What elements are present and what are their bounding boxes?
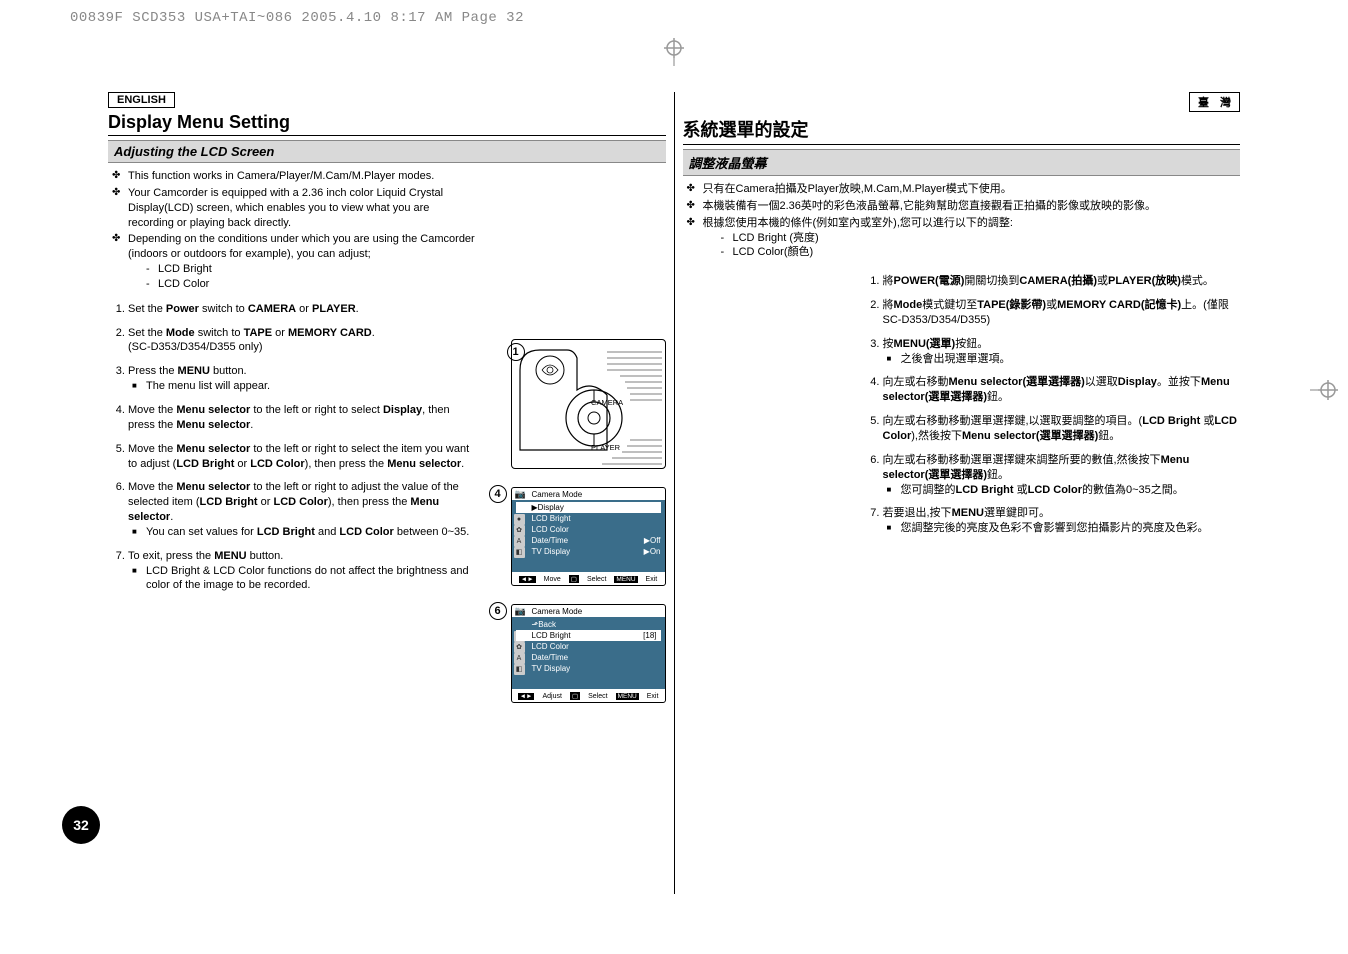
heading-english: Display Menu Setting bbox=[108, 112, 666, 136]
step-item: 若要退出,按下MENU選單鍵即可。 您調整完後的亮度及色彩不會影響到您拍攝影片的… bbox=[883, 506, 1241, 536]
square-item: The menu list will appear. bbox=[132, 379, 478, 394]
bullet-item: 只有在Camera拍攝及Player放映,M.Cam,M.Player模式下使用… bbox=[687, 182, 1241, 197]
chinese-bullets: 只有在Camera拍攝及Player放映,M.Cam,M.Player模式下使用… bbox=[683, 182, 1241, 260]
dash-item: LCD Bright (亮度) bbox=[721, 231, 1241, 246]
diagram-column: 1 bbox=[486, 339, 666, 703]
menu-diagram-6: 6 📷 Camera Mode ●✿A◧ ⬏ Back LC bbox=[511, 604, 666, 703]
menu4-footer: ◄►Move ▢Select MENUExit bbox=[512, 572, 665, 585]
square-item: 您可調整的LCD Bright 或LCD Color的數值為0~35之間。 bbox=[887, 483, 1241, 498]
subheading-english: Adjusting the LCD Screen bbox=[108, 140, 666, 163]
subheading-chinese: 調整液晶螢幕 bbox=[683, 149, 1241, 176]
step-item: 將POWER(電源)開關切換到CAMERA(拍攝)或PLAYER(放映)模式。 bbox=[883, 274, 1241, 289]
circle-number-4: 4 bbox=[489, 485, 507, 503]
menu6-footer: ◄►Adjust ▢Select MENUExit bbox=[512, 689, 665, 702]
square-item: 之後會出現選單選項。 bbox=[887, 352, 1241, 367]
lang-badge-chinese: 臺 灣 bbox=[1189, 92, 1240, 112]
bullet-item: Depending on the conditions under which … bbox=[112, 232, 478, 291]
menu6-row: ⬏ Back bbox=[516, 619, 661, 630]
circle-number-6: 6 bbox=[489, 602, 507, 620]
menu4-row: Date/Time▶Off bbox=[516, 535, 661, 546]
menu4-row: LCD Color bbox=[516, 524, 661, 535]
dash-item: LCD Bright bbox=[146, 262, 478, 277]
lang-badge-english: ENGLISH bbox=[108, 92, 175, 108]
menu6-row: TV Display bbox=[516, 663, 661, 674]
header-watermark: 00839F SCD353 USA+TAI~086 2005.4.10 8:17… bbox=[70, 10, 524, 26]
menu6-title: 📷 Camera Mode bbox=[512, 605, 665, 617]
step-item: 將Mode模式鍵切至TAPE(錄影帶)或MEMORY CARD(記憶卡)上。(僅… bbox=[883, 298, 1241, 328]
page-number-badge: 32 bbox=[62, 806, 100, 844]
dash-item: LCD Color bbox=[146, 277, 478, 292]
menu4-row: ▶Display bbox=[516, 502, 661, 513]
step-item: Move the Menu selector to the left or ri… bbox=[128, 442, 478, 472]
step-item: 向左或右移動移動選單選擇鍵,以選取要調整的項目。(LCD Bright 或LCD… bbox=[883, 414, 1241, 444]
step-item: Press the MENU button. The menu list wil… bbox=[128, 364, 478, 394]
english-main-row: This function works in Camera/Player/M.C… bbox=[108, 169, 666, 703]
menu4-row: LCD Bright bbox=[516, 513, 661, 524]
english-bullets: This function works in Camera/Player/M.C… bbox=[108, 169, 478, 292]
dial-diagram: 1 bbox=[511, 339, 666, 469]
square-item: 您調整完後的亮度及色彩不會影響到您拍攝影片的亮度及色彩。 bbox=[887, 521, 1241, 536]
menu4-row: TV Display▶On bbox=[516, 546, 661, 557]
bullet-item: 根據您使用本機的條件(例如室內或室外),您可以進行以下的調整: LCD Brig… bbox=[687, 216, 1241, 261]
heading-chinese: 系統選單的設定 bbox=[683, 116, 1241, 145]
menu-diagram-4: 4 📷 Camera Mode ●✿A◧ ▶Display LCD Bright bbox=[511, 487, 666, 586]
menu6-row: Date/Time bbox=[516, 652, 661, 663]
step-item: Set the Mode switch to TAPE or MEMORY CA… bbox=[128, 326, 478, 356]
top-registration-mark bbox=[664, 38, 684, 66]
square-item: LCD Bright & LCD Color functions do not … bbox=[132, 564, 478, 594]
step-item: 按MENU(選單)按鈕。 之後會出現選單選項。 bbox=[883, 337, 1241, 367]
chinese-steps: 將POWER(電源)開關切換到CAMERA(拍攝)或PLAYER(放映)模式。 … bbox=[863, 274, 1241, 536]
step-item: 向左或右移動移動選單選擇鍵來調整所要的數值,然後按下Menu selector(… bbox=[883, 453, 1241, 498]
menu4-title: 📷 Camera Mode bbox=[512, 488, 665, 500]
bullet-item: 本機裝備有一個2.36英吋的彩色液晶螢幕,它能夠幫助您直接觀看正拍攝的影像或放映… bbox=[687, 199, 1241, 214]
dial-camera-label: CAMERA bbox=[591, 398, 623, 407]
bullet-item: Your Camcorder is equipped with a 2.36 i… bbox=[112, 186, 478, 231]
step-item: 向左或右移動Menu selector(選單選擇器)以選取Display。並按下… bbox=[883, 375, 1241, 405]
square-item: You can set values for LCD Bright and LC… bbox=[132, 525, 478, 540]
step-item: To exit, press the MENU button. LCD Brig… bbox=[128, 549, 478, 594]
menu6-row: LCD Bright [18] bbox=[516, 630, 661, 641]
menu6-row: LCD Color bbox=[516, 641, 661, 652]
english-steps: Set the Power switch to CAMERA or PLAYER… bbox=[108, 302, 478, 594]
side-registration-mark bbox=[1310, 380, 1338, 400]
dial-player-label: PLAYER bbox=[591, 443, 620, 452]
step-item: Set the Power switch to CAMERA or PLAYER… bbox=[128, 302, 478, 317]
column-chinese: 臺 灣 系統選單的設定 調整液晶螢幕 只有在Camera拍攝及Player放映,… bbox=[675, 92, 1249, 894]
column-english: ENGLISH Display Menu Setting Adjusting t… bbox=[100, 92, 674, 894]
bullet-item: This function works in Camera/Player/M.C… bbox=[112, 169, 478, 184]
camera-dial-illustration: CAMERA PLAYER bbox=[511, 339, 666, 469]
step-item: Move the Menu selector to the left or ri… bbox=[128, 480, 478, 539]
step-item: Move the Menu selector to the left or ri… bbox=[128, 403, 478, 433]
page-content: ENGLISH Display Menu Setting Adjusting t… bbox=[100, 92, 1248, 894]
dash-item: LCD Color(顏色) bbox=[721, 245, 1241, 260]
